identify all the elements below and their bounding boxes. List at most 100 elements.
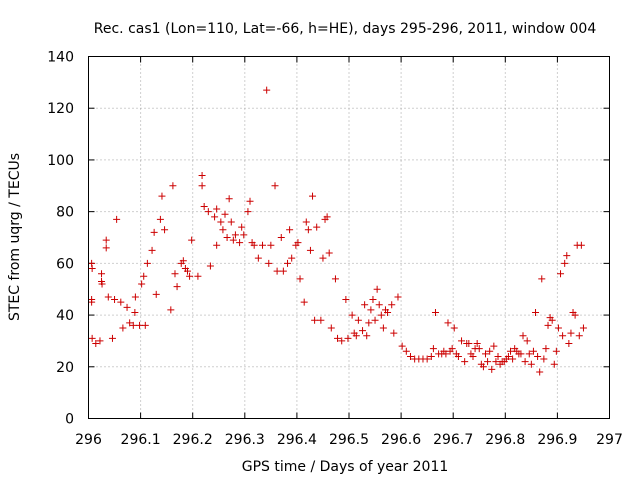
data-point bbox=[561, 259, 569, 267]
data-point bbox=[567, 329, 575, 337]
y-axis-label: STEC from uqrg / TECUs bbox=[7, 153, 23, 321]
data-point bbox=[141, 321, 149, 329]
data-point bbox=[492, 358, 500, 366]
data-point bbox=[394, 293, 402, 301]
chart-title: Rec. cas1 (Lon=110, Lat=-66, h=HE), days… bbox=[94, 21, 597, 37]
data-point bbox=[484, 358, 492, 366]
data-point bbox=[88, 334, 96, 342]
data-point bbox=[517, 350, 525, 358]
data-point bbox=[525, 350, 533, 358]
data-point bbox=[473, 340, 481, 348]
data-point bbox=[552, 347, 560, 355]
data-point bbox=[211, 213, 219, 221]
data-point bbox=[523, 337, 531, 345]
plot-frame bbox=[88, 56, 610, 419]
data-point bbox=[325, 249, 333, 257]
x-tick-label: 296.5 bbox=[329, 432, 369, 448]
data-point bbox=[113, 215, 121, 223]
data-point bbox=[158, 192, 166, 200]
data-point bbox=[402, 347, 410, 355]
x-tick-label: 296 bbox=[75, 432, 102, 448]
data-point bbox=[161, 226, 169, 234]
data-point bbox=[108, 334, 116, 342]
data-point bbox=[188, 236, 196, 244]
data-point bbox=[311, 316, 319, 324]
data-point bbox=[429, 345, 437, 353]
data-point bbox=[384, 308, 392, 316]
data-point bbox=[240, 231, 248, 239]
data-point bbox=[507, 347, 515, 355]
data-point bbox=[200, 202, 208, 210]
data-point bbox=[117, 298, 125, 306]
data-point bbox=[271, 182, 279, 190]
data-point bbox=[461, 358, 469, 366]
data-point bbox=[156, 215, 164, 223]
data-point bbox=[138, 280, 146, 288]
data-point bbox=[388, 301, 396, 309]
data-point bbox=[331, 275, 339, 283]
data-point bbox=[379, 324, 387, 332]
data-point bbox=[577, 241, 585, 249]
data-point bbox=[344, 334, 352, 342]
data-point bbox=[306, 246, 314, 254]
data-point bbox=[354, 316, 362, 324]
x-tick-label: 296.9 bbox=[537, 432, 577, 448]
data-point bbox=[359, 327, 367, 335]
data-point bbox=[254, 254, 262, 262]
data-point bbox=[198, 171, 206, 179]
data-point bbox=[534, 352, 542, 360]
data-point bbox=[352, 332, 360, 340]
data-point bbox=[171, 270, 179, 278]
data-point bbox=[236, 239, 244, 247]
data-point bbox=[267, 241, 275, 249]
data-point bbox=[536, 368, 544, 376]
data-point bbox=[427, 352, 435, 360]
data-point bbox=[342, 296, 350, 304]
data-point bbox=[150, 228, 158, 236]
x-tick-label: 297 bbox=[596, 432, 623, 448]
data-point bbox=[442, 350, 450, 358]
data-point bbox=[479, 363, 487, 371]
data-point bbox=[542, 345, 550, 353]
data-point bbox=[238, 223, 246, 231]
data-point bbox=[263, 86, 271, 94]
data-point bbox=[475, 345, 483, 353]
data-point bbox=[563, 252, 571, 260]
x-tick-label: 296.6 bbox=[381, 432, 421, 448]
data-point bbox=[229, 236, 237, 244]
data-point bbox=[111, 296, 119, 304]
data-point bbox=[88, 298, 96, 306]
data-point bbox=[431, 308, 439, 316]
data-point bbox=[509, 355, 517, 363]
x-tick-label: 296.7 bbox=[433, 432, 473, 448]
data-point bbox=[227, 218, 235, 226]
data-point bbox=[365, 319, 373, 327]
data-point bbox=[521, 358, 529, 366]
data-point bbox=[367, 306, 375, 314]
data-point bbox=[104, 293, 112, 301]
y-tick-label: 60 bbox=[56, 256, 74, 272]
data-point bbox=[129, 321, 137, 329]
data-point bbox=[225, 195, 233, 203]
y-tick-label: 120 bbox=[47, 101, 74, 117]
data-point bbox=[259, 241, 267, 249]
data-point bbox=[338, 337, 346, 345]
data-point bbox=[548, 316, 556, 324]
data-point bbox=[309, 192, 317, 200]
data-point bbox=[194, 272, 202, 280]
data-point bbox=[371, 316, 379, 324]
data-point bbox=[575, 332, 583, 340]
data-point bbox=[273, 267, 281, 275]
x-tick-label: 296.4 bbox=[277, 432, 317, 448]
data-point bbox=[148, 246, 156, 254]
data-point bbox=[288, 254, 296, 262]
data-point bbox=[482, 350, 490, 358]
data-point bbox=[294, 239, 302, 247]
data-point bbox=[131, 308, 139, 316]
y-tick-label: 0 bbox=[65, 412, 74, 428]
data-point bbox=[390, 329, 398, 337]
data-point bbox=[98, 270, 106, 278]
data-point bbox=[465, 340, 473, 348]
data-point bbox=[363, 332, 371, 340]
